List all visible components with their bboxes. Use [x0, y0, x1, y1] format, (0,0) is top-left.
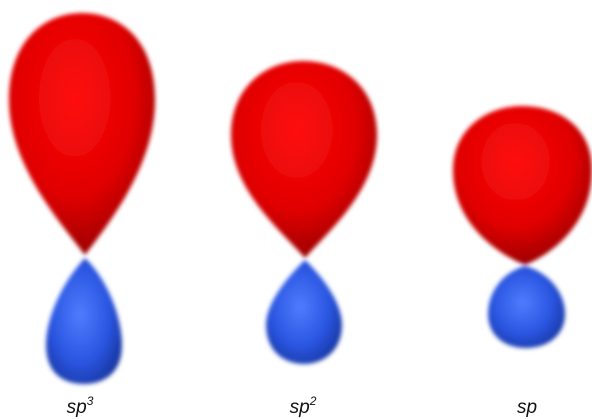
orbital-label: sp3 [67, 394, 94, 418]
orbital-label: sp2 [290, 394, 317, 418]
orbital-sp3 [9, 13, 155, 384]
blue-lobe [488, 266, 565, 348]
red-lobe [9, 13, 155, 255]
orbital-label: sp [517, 397, 537, 418]
label: sp [290, 397, 310, 418]
label: sp [67, 397, 87, 418]
superscript: 3 [87, 394, 94, 408]
red-lobe [453, 106, 592, 265]
blue-lobe [46, 258, 122, 384]
label: sp [517, 397, 537, 418]
superscript: 2 [309, 394, 317, 408]
orbital-sp2 [231, 61, 377, 364]
red-lobe [231, 61, 377, 258]
orbital-sp [453, 106, 592, 348]
blue-lobe [266, 260, 342, 364]
